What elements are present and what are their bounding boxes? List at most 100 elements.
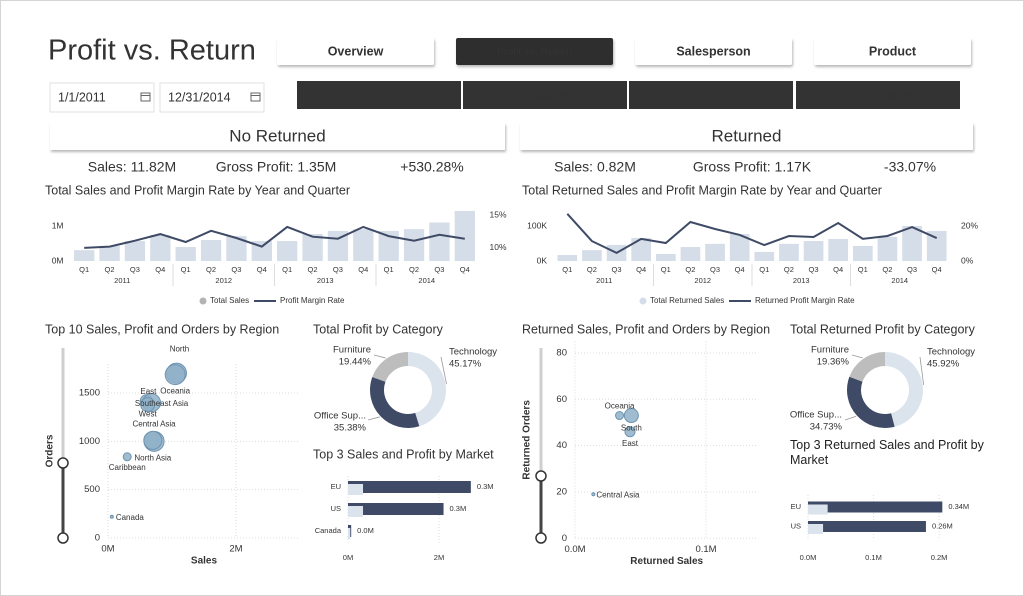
x-tick-label: Q3: [710, 265, 720, 274]
bar: [557, 255, 578, 261]
x-tick-label: Q3: [333, 265, 343, 274]
bar: [348, 484, 364, 495]
kpi: Gross Profit: 1.35M: [216, 159, 337, 175]
chart-title: Total Returned Profit by Category: [790, 322, 976, 336]
point: [615, 411, 625, 421]
point-label: West: [139, 410, 158, 419]
y2-tick-label: 10%: [490, 242, 507, 252]
bar: [277, 241, 298, 261]
category-label: Canada: [315, 526, 342, 535]
y-tick-label: 20: [556, 486, 567, 497]
y-tick-label: 0K: [537, 255, 548, 265]
legend-label: Returned Profit Margin Rate: [755, 296, 855, 305]
legend-label: Total Sales: [210, 296, 249, 305]
x-tick-label: Q1: [759, 265, 769, 274]
donut-slice: [372, 352, 408, 382]
point-label: Oceania: [605, 402, 635, 411]
year-label: 2013: [317, 276, 334, 285]
y-tick-label: 0M: [52, 255, 64, 265]
year-label: 2011: [596, 276, 612, 285]
bar: [348, 503, 444, 515]
segment-label: Home Office: [843, 88, 912, 102]
point-label: Caribbean: [109, 463, 146, 472]
line: [84, 225, 465, 249]
bar: [378, 230, 399, 261]
data-label: 0.0M: [357, 526, 374, 535]
bar: [631, 237, 652, 261]
bar: [808, 501, 943, 513]
slider-handle[interactable]: [535, 532, 547, 544]
segment-button[interactable]: [629, 81, 793, 109]
point-label: South: [621, 424, 642, 433]
kpi: -33.07%: [884, 159, 936, 175]
bar: [74, 250, 95, 261]
category-label: Office Sup...: [314, 411, 366, 422]
x-tick-label: Q1: [858, 265, 868, 274]
slider-handle[interactable]: [535, 470, 547, 482]
x-tick-label: Q4: [636, 265, 646, 274]
segment-button[interactable]: [463, 81, 627, 109]
category-label: Furniture: [811, 345, 849, 356]
bar: [926, 230, 947, 261]
x-tick-label: Q2: [685, 265, 695, 274]
chart-title: Top 3 Returned Sales and Profit by Marke…: [790, 438, 984, 467]
y2-tick-label: 20%: [961, 220, 978, 230]
point-label: East: [622, 439, 639, 448]
category-label: EU: [791, 502, 801, 511]
bar: [302, 234, 323, 261]
value-label: 19.36%: [817, 357, 850, 368]
slider-handle[interactable]: [57, 457, 69, 469]
point: [143, 430, 163, 450]
bar: [348, 481, 471, 493]
x-tick-label: Q1: [181, 265, 191, 274]
value-label: 35.38%: [334, 423, 367, 434]
x-tick-label: Q2: [587, 265, 597, 274]
x-tick-label: Q3: [231, 265, 241, 274]
leader-line: [373, 354, 386, 359]
kpi: Sales: 0.82M: [554, 159, 636, 175]
x-tick-label: Q4: [735, 265, 745, 274]
segment-button[interactable]: [297, 81, 461, 109]
calendar-icon: [250, 92, 261, 102]
donut-slice: [849, 352, 885, 382]
bar: [348, 528, 351, 539]
x-tick-label: Q1: [79, 265, 89, 274]
bar: [403, 229, 425, 261]
x-tick-label: Q2: [308, 265, 318, 274]
year-label: 2011: [114, 276, 130, 285]
x-tick-label: 2M: [229, 544, 242, 555]
nav-button[interactable]: [635, 38, 792, 65]
x-tick-label: 2M: [434, 553, 444, 562]
slider-handle[interactable]: [57, 532, 69, 544]
nav-button[interactable]: [277, 38, 434, 65]
nav-label: Profit vs. Return: [497, 46, 572, 58]
bar: [803, 241, 824, 261]
date-box[interactable]: [159, 82, 265, 113]
kpi: +530.28%: [400, 159, 463, 175]
x-tick-label: Q1: [282, 265, 292, 274]
legend-marker: [639, 297, 647, 305]
nav-button[interactable]: [456, 38, 613, 65]
x-tick-label: 0M: [101, 544, 114, 555]
date-box[interactable]: [49, 82, 155, 113]
value-label: 19.44%: [339, 357, 372, 368]
nav-button[interactable]: [814, 38, 971, 65]
y-tick-label: 100K: [527, 220, 547, 230]
x-tick-label: Q3: [907, 265, 917, 274]
data-label: 0.3M: [450, 504, 467, 513]
value-label: 45.17%: [449, 359, 482, 370]
nav-label: Overview: [328, 44, 384, 58]
point-label: East: [140, 387, 157, 396]
y-tick-label: 0: [95, 533, 100, 544]
segment-button[interactable]: [796, 81, 960, 109]
chart-title: Top 3 Sales and Profit by Market: [313, 447, 494, 461]
point: [164, 364, 186, 386]
category-label: US: [331, 504, 341, 513]
year-label: 2014: [891, 276, 908, 285]
year-label: 2013: [793, 276, 810, 285]
bar: [200, 240, 222, 261]
chart-title: Top 10 Sales, Profit and Orders by Regio…: [45, 322, 279, 336]
x-tick-label: Q1: [384, 265, 394, 274]
category-label: Office Sup...: [790, 410, 842, 421]
